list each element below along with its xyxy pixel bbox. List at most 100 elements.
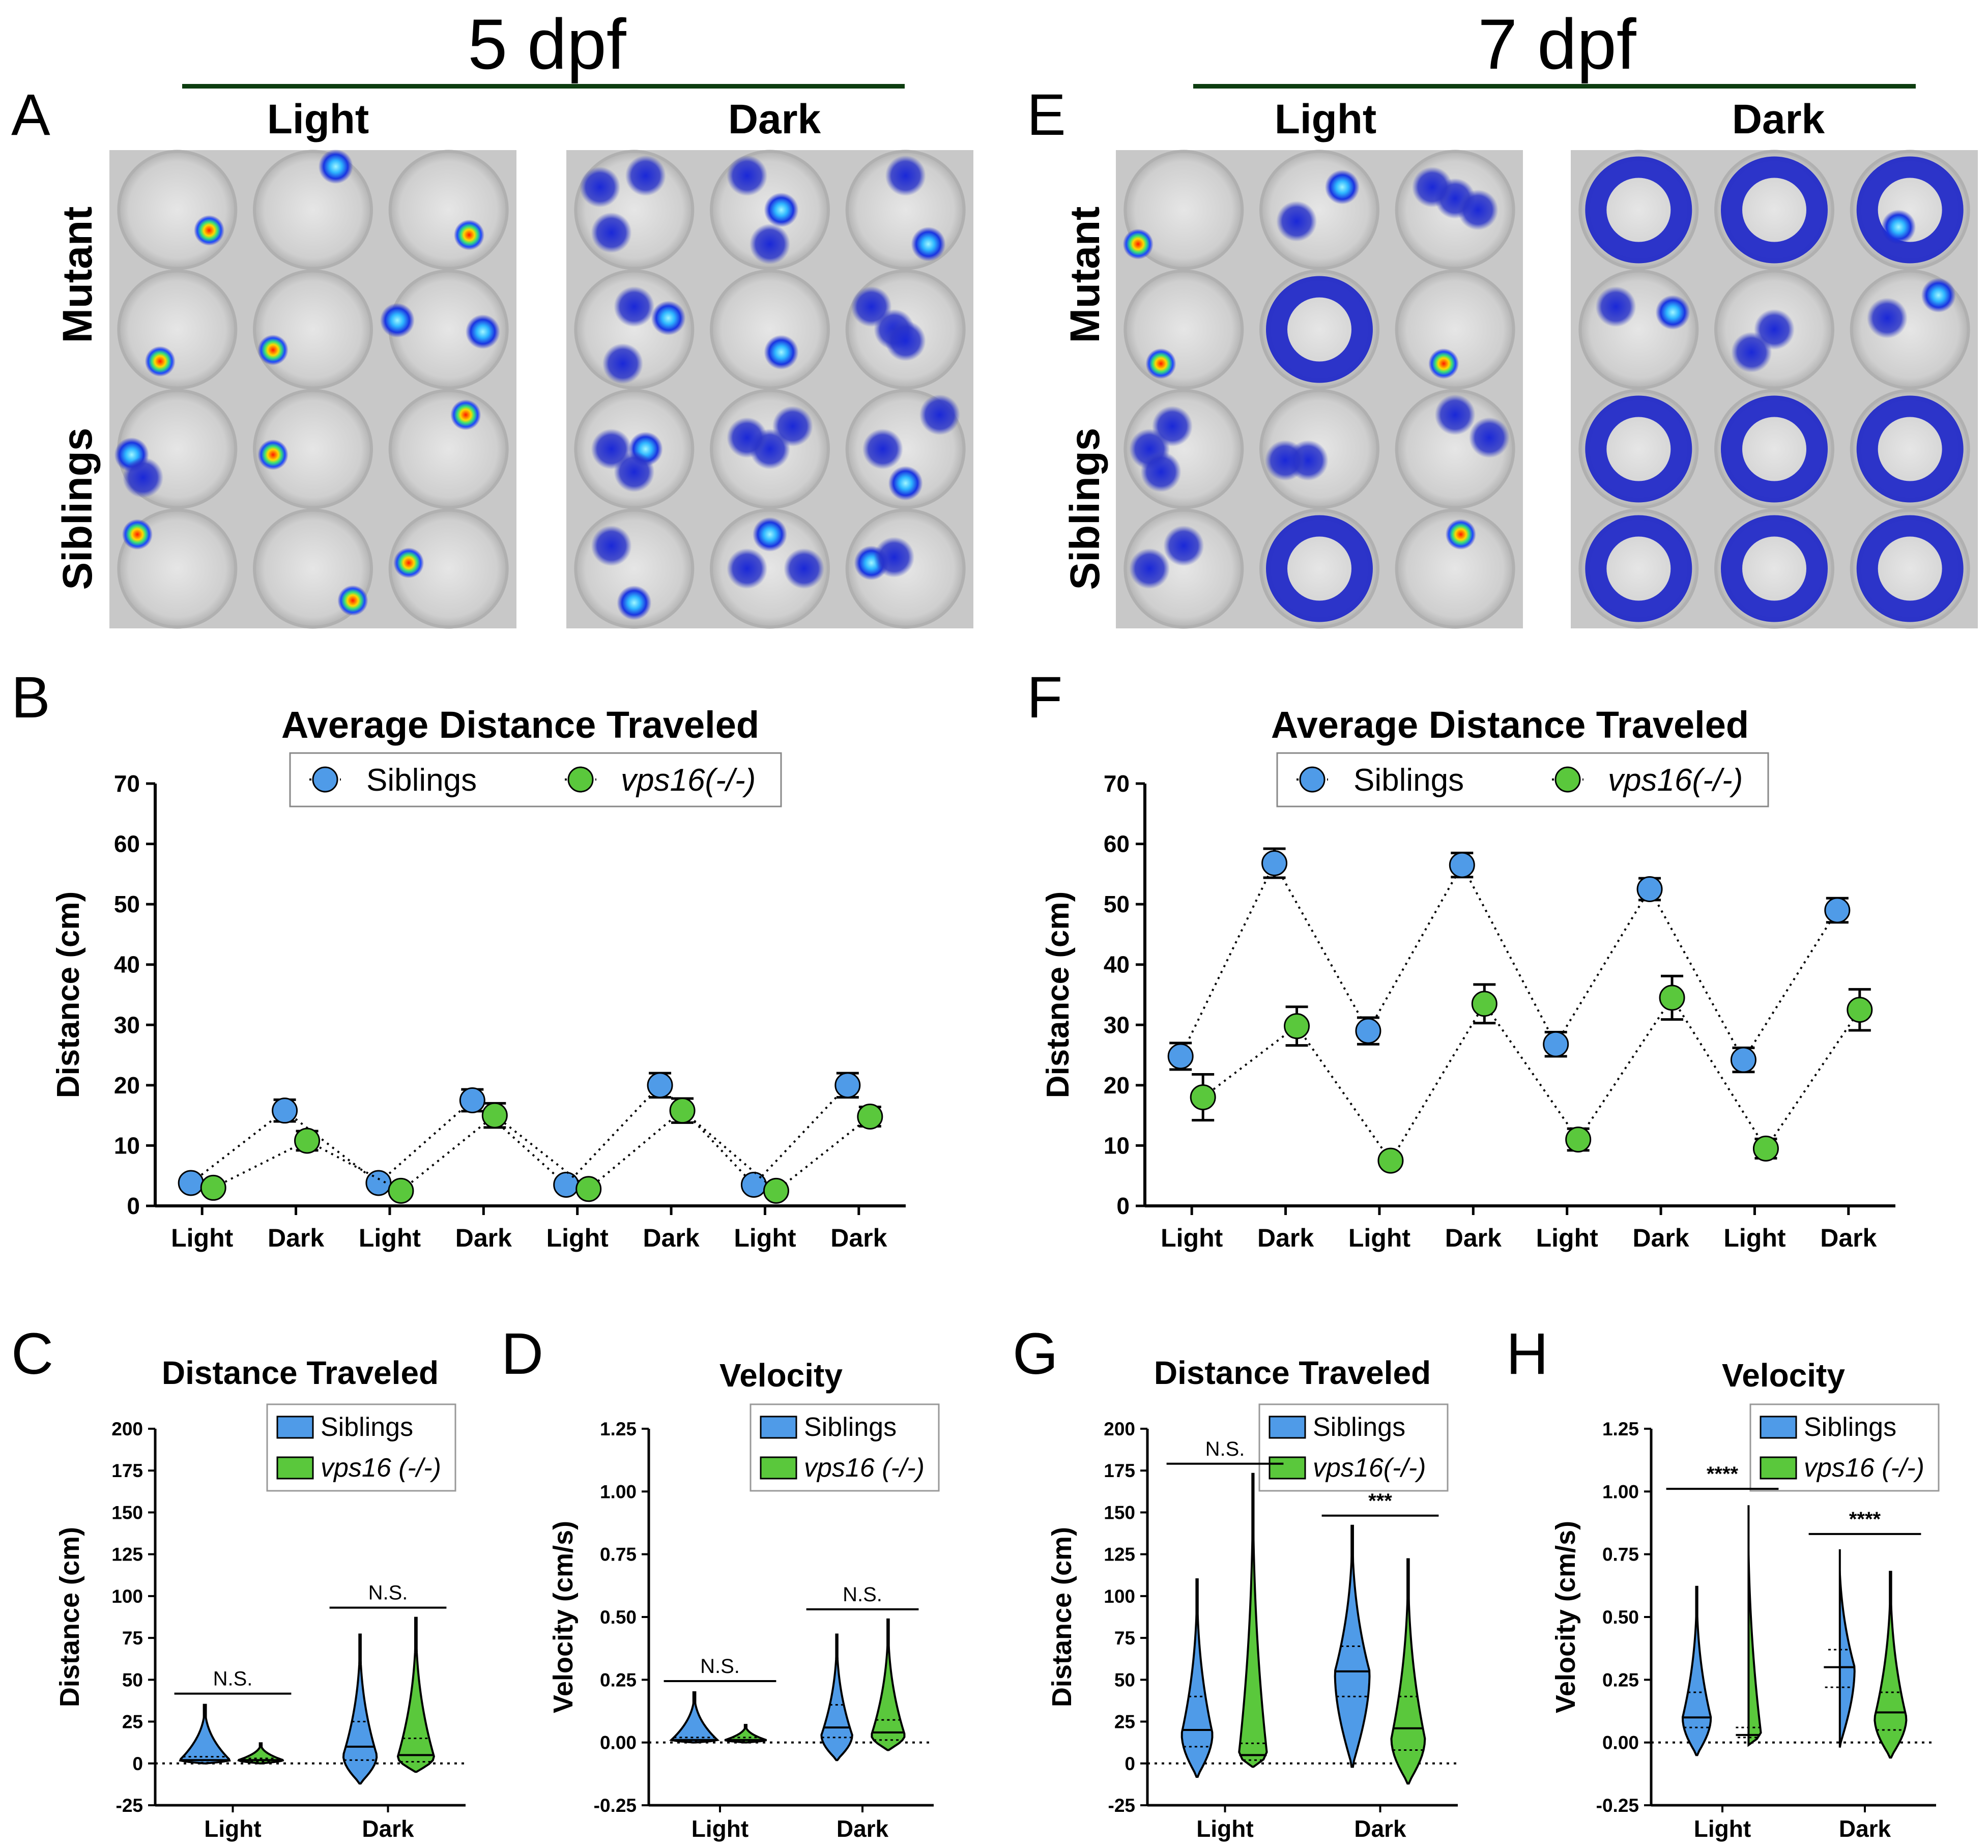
y-tick-label: 0 [1125,1753,1135,1774]
y-tick-label: 1.25 [1602,1419,1639,1439]
y-tick-label: 1.00 [1602,1481,1639,1502]
y-tick-label: 125 [1104,1544,1135,1565]
panel-label-d: D [501,1321,543,1387]
point-siblings [1355,1018,1381,1044]
heat-spot [727,417,768,458]
x-tick-label: Light [734,1224,796,1252]
point-mutant [669,1098,696,1124]
heat-spot [1264,440,1306,481]
violin-mutant [1747,1505,1762,1747]
legend-label-siblings: Siblings [1804,1412,1896,1442]
y-tick-label: -25 [116,1795,143,1816]
panel-label-g: G [1013,1321,1058,1387]
point-mutant [1284,1013,1310,1040]
heat-spot [1163,525,1204,566]
heatmap-plate-5dpf-light [109,149,516,629]
y-tick-label: 0.25 [600,1669,637,1690]
well [713,272,827,387]
heat-spot [257,439,289,470]
heat-spot [1428,348,1459,379]
heat-spot [1445,519,1476,550]
condition-label-light-5dpf: Light [267,96,369,142]
heat-spot [885,155,926,196]
heat-spot [919,394,960,436]
significance-label: N.S. [1205,1438,1245,1460]
condition-label-dark-7dpf: Dark [1732,96,1825,142]
x-tick-label: Dark [1354,1815,1406,1842]
y-tick-label: 0.75 [600,1544,637,1565]
y-tick-label: 30 [1104,1012,1130,1038]
legend-box [289,752,782,807]
series-line [1202,996,1861,1163]
y-tick-label: 100 [111,1586,143,1607]
point-mutant [1190,1084,1216,1111]
x-tick-label: Light [546,1224,609,1252]
heat-ring [1585,395,1692,503]
x-tick-label: Light [1723,1224,1786,1252]
y-tick-label: 0 [127,1193,140,1219]
heat-spot [337,585,368,616]
age-header-5dpf: 5 dpf [468,4,626,84]
heat-spot [591,212,632,253]
x-tick-label: Light [1161,1224,1223,1252]
x-tick-label: Light [359,1224,421,1252]
legend-swatch-siblings [1269,1416,1306,1439]
significance-label: N.S. [843,1583,882,1606]
panel-label-b: B [11,665,50,730]
violin-chart-c: Distance Traveled Siblings vps16 (-/-) -25 0… [54,1354,466,1842]
x-tick-label: Dark [1257,1224,1314,1252]
well [713,511,827,626]
violin-siblings [820,1633,853,1762]
heat-spot [764,192,799,227]
panel-label-c: C [11,1321,53,1387]
y-tick-label: 0.00 [600,1732,637,1753]
y-tick-label: 0.75 [1602,1544,1639,1565]
x-tick-label: Dark [1445,1224,1502,1252]
row-label-siblings-5dpf: Siblings [54,428,101,590]
y-tick-label: 40 [114,951,140,978]
heat-spot [911,226,946,262]
heat-spot [450,399,481,430]
legend-marker-siblings [1299,766,1326,793]
heat-ring [1856,515,1964,622]
well [391,153,506,267]
well [120,153,235,267]
well [1581,272,1696,387]
point-mutant [481,1102,508,1129]
x-tick-label: Dark [643,1224,699,1252]
y-tick-label: 10 [1104,1132,1130,1159]
legend-label-mutant: vps16(-/-) [1608,763,1743,798]
heatmap-plate-5dpf-dark [566,150,973,629]
violin-chart-g: Distance Traveled Siblings vps16(-/-) -25 0 2… [1047,1354,1458,1842]
heat-spot [1129,548,1170,589]
line-chart-b: Average Distance Traveled Siblings vps16(-… [51,704,906,1252]
header-rule-7dpf [1193,84,1916,89]
heat-ring [1266,515,1373,622]
legend-swatch-mutant [1760,1456,1797,1480]
y-tick-label: 200 [111,1419,143,1439]
legend-label-mutant: vps16 (-/-) [1804,1453,1924,1483]
x-tick-label: Dark [268,1224,324,1252]
point-mutant [1847,997,1873,1023]
y-tick-label: 25 [1114,1712,1135,1732]
point-siblings [834,1072,861,1099]
heat-ring [1721,515,1828,622]
heat-spot [194,215,225,246]
significance-label: N.S. [213,1668,253,1690]
well [391,392,506,506]
panel-label-h: H [1506,1321,1548,1387]
point-siblings [1730,1047,1756,1073]
legend-swatch-siblings [1760,1416,1797,1439]
y-tick-label: 60 [114,831,140,857]
well [1127,272,1241,387]
heat-spot [145,346,176,377]
well [256,392,370,506]
significance-label: **** [1849,1508,1881,1531]
point-siblings [1261,850,1288,877]
heat-spot [465,314,500,349]
point-siblings [178,1170,204,1196]
violin-mutant [871,1618,906,1751]
x-tick-label: Dark [1820,1224,1877,1252]
y-tick-label: 1.00 [600,1481,637,1502]
